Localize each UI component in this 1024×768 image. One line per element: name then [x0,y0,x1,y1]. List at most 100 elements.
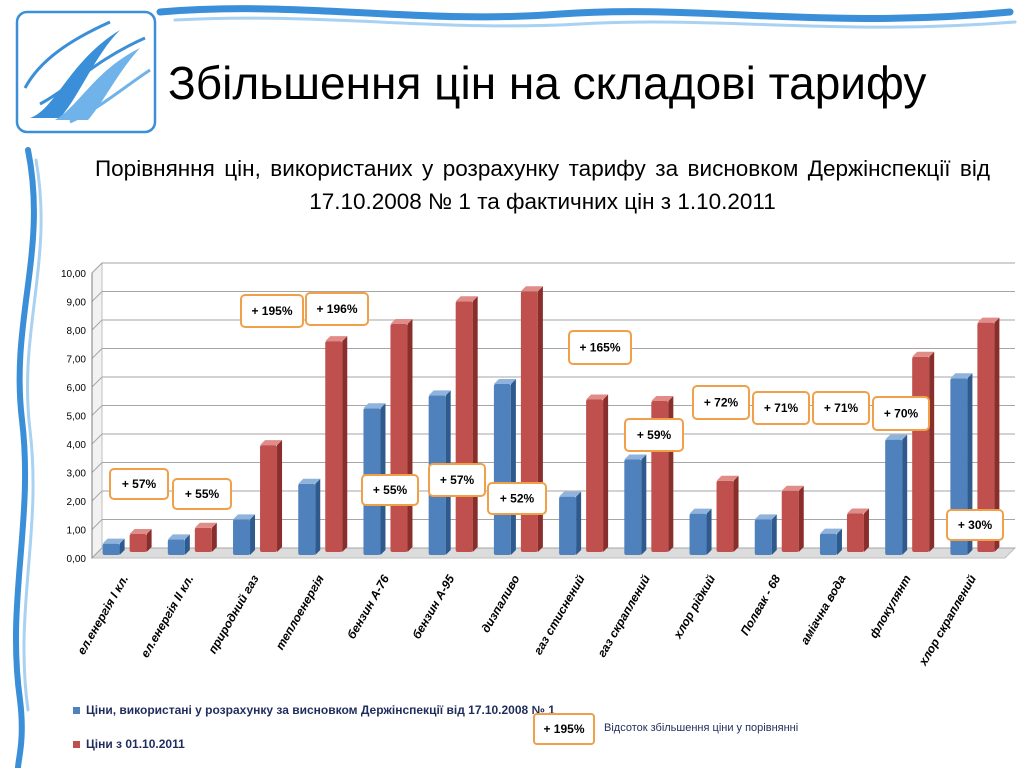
gridline-depth [91,519,103,530]
percent-badge [568,330,632,365]
gridline-depth [91,405,103,416]
y-tick-label: 10,00 [61,269,86,280]
x-category-label: природний газ [205,573,261,657]
bar-top-new [520,286,543,292]
percent-badge-label: + 70% [884,407,919,421]
x-category-label: дизпаливо [478,573,522,636]
bar-top-new [390,319,413,324]
percent-badge-label: + 165% [579,341,620,355]
bar-side-old [315,478,321,555]
y-tick-label: 2,00 [67,497,87,508]
bar-top-new [651,395,674,401]
bar-side-old [641,454,647,555]
bar-top-old [559,491,582,497]
bar-top-new [716,475,739,481]
bar-old [493,384,511,555]
x-category-label: газ стиснений [531,572,588,657]
bar-top-new [912,351,935,357]
percent-badge [487,482,547,515]
bar-side-old [576,491,582,555]
gridline-depth [91,376,103,388]
bar-old [624,459,642,555]
gridline-depth [91,319,103,331]
bar-new [586,399,604,552]
bar-side-old [706,508,712,555]
bar-side-new [211,522,217,552]
legend-badge-example: + 195% [533,713,595,745]
bar-old [559,496,577,555]
bar-old [885,439,903,555]
percent-badge-label: + 196% [316,302,357,316]
percent-badge [172,478,232,510]
gridline-depth [91,262,103,274]
bar-top-old [493,379,516,384]
x-category-label: бензин А-76 [344,572,392,641]
bar-side-new [863,508,869,552]
bar-top-old [363,403,386,409]
gridline-depth [91,433,103,445]
bar-side-new [603,394,609,552]
bar-old [298,483,316,555]
bar-old [754,519,772,555]
percent-badge [361,474,419,506]
percent-badge [872,396,930,431]
logo-wave-1 [30,30,120,118]
percent-badge [812,391,870,425]
bar-top-old [819,528,842,534]
percent-badge [692,385,750,420]
bar-top-new [260,440,283,446]
bar-top-old [102,538,125,544]
page-subtitle: Порівняння цін, використаних у розрахунк… [95,156,990,214]
bar-side-new [929,351,935,552]
bar-side-new [798,485,804,552]
legend-item-new: Ціни з 01.10.2011 [73,737,185,751]
bar-side-old [771,514,777,555]
bar-top-old [624,454,647,460]
bar-new [846,513,864,552]
percent-badge-label: + 30% [958,518,993,532]
bar-new [194,527,212,552]
gridline-depth [91,348,103,359]
percent-badge-label: + 71% [824,401,859,415]
bar-top-old [167,534,190,540]
bar-old [233,519,251,555]
bar-top-new [586,394,609,400]
bar-side-new [994,317,1000,552]
y-tick-label: 3,00 [67,469,87,480]
logo-wave-2 [55,48,140,120]
legend-label-new: Ціни з 01.10.2011 [86,737,185,751]
y-tick-label: 7,00 [67,355,87,366]
bar-top-old [689,508,712,514]
y-tick-label: 0,00 [67,554,87,565]
x-category-label: теплоенергія [273,573,327,653]
bar-side-old [119,538,125,555]
bar-top-old [950,373,973,379]
bar-new [260,445,278,552]
bar-side-old [510,379,516,555]
bar-top-new [977,317,1000,323]
gridline-depth [91,490,103,502]
page-title: Збільшення цін на складові тарифу [168,57,927,109]
legend-badge-description: Відсоток збільшення ціни у порівнянні [604,722,799,734]
legend-label-old: Ціни, використані у розрахунку за виснов… [86,703,555,717]
bar-top-old [298,478,321,484]
bar-new [129,534,147,552]
percent-badge [305,292,369,326]
left-wave-decoration [13,147,37,768]
bar-old [167,539,185,555]
legend-swatch-new [73,741,80,749]
bar-top-new [194,522,217,528]
y-tick-label: 9,00 [67,298,87,309]
bar-top-old [754,514,777,520]
percent-badge [624,418,684,452]
y-tick-label: 8,00 [67,326,87,337]
bar-top-old [885,434,908,440]
percent-badge-label: + 57% [122,477,157,491]
bar-side-new [277,440,283,552]
percent-badge-label: + 72% [704,396,739,410]
company-logo [15,10,157,134]
bar-side-new [472,296,478,552]
y-tick-label: 4,00 [67,440,87,451]
bar-new [455,301,473,552]
